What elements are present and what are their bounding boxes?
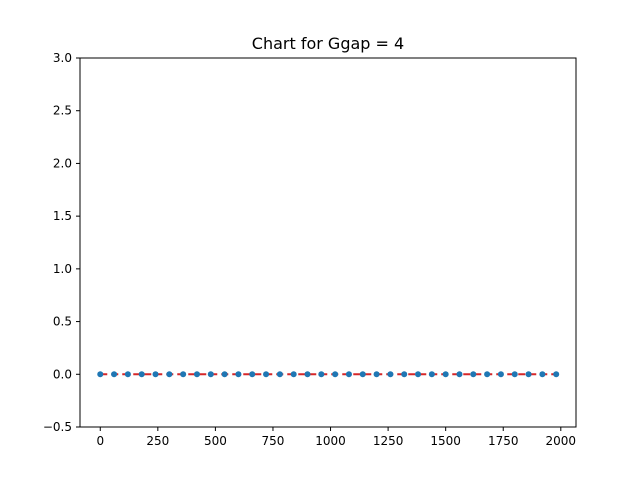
y-tick-label: 2.5 xyxy=(53,104,72,118)
chart-title: Chart for Ggap = 4 xyxy=(252,34,404,53)
data-point xyxy=(193,371,200,378)
y-tick-label: 0.0 xyxy=(53,367,72,381)
x-tick-label: 1000 xyxy=(315,434,346,448)
x-tick-label: 1250 xyxy=(373,434,404,448)
y-tick-label: 0.5 xyxy=(53,315,72,329)
data-point xyxy=(235,371,242,378)
data-point xyxy=(345,371,352,378)
data-point xyxy=(387,371,394,378)
data-point xyxy=(553,371,560,378)
data-point xyxy=(442,371,449,378)
data-point xyxy=(497,371,504,378)
data-point xyxy=(304,371,311,378)
x-tick-label: 1750 xyxy=(488,434,519,448)
data-point xyxy=(525,371,532,378)
data-point xyxy=(401,371,408,378)
x-tick-label: 750 xyxy=(262,434,285,448)
y-tick-label: 2.0 xyxy=(53,156,72,170)
x-tick-label: 1500 xyxy=(430,434,461,448)
data-point xyxy=(166,371,173,378)
data-point xyxy=(428,371,435,378)
data-point xyxy=(249,371,256,378)
series xyxy=(97,371,560,378)
axes: 0 250 500 750 1000 1250 1500 1750 2000 −0.5 0.0 0.5… xyxy=(43,51,576,448)
y-tick-label: −0.5 xyxy=(43,420,72,434)
data-point xyxy=(373,371,380,378)
data-point xyxy=(97,371,104,378)
data-point xyxy=(207,371,214,378)
x-tick-label: 250 xyxy=(146,434,169,448)
data-point xyxy=(456,371,463,378)
data-point xyxy=(276,371,283,378)
data-point xyxy=(511,371,518,378)
data-point xyxy=(470,371,477,378)
x-tick-label: 0 xyxy=(96,434,104,448)
data-point xyxy=(263,371,270,378)
data-point xyxy=(359,371,366,378)
data-point xyxy=(318,371,325,378)
data-point xyxy=(111,371,118,378)
data-point xyxy=(332,371,339,378)
y-tick-label: 1.5 xyxy=(53,209,72,223)
x-tick-label: 500 xyxy=(204,434,227,448)
y-tick-label: 3.0 xyxy=(53,51,72,65)
data-point xyxy=(415,371,422,378)
data-point xyxy=(539,371,546,378)
data-point xyxy=(124,371,131,378)
x-tick-label: 2000 xyxy=(546,434,577,448)
data-point xyxy=(221,371,228,378)
plot-frame xyxy=(79,57,577,428)
data-point xyxy=(484,371,491,378)
data-point xyxy=(152,371,159,378)
data-point xyxy=(138,371,145,378)
data-point xyxy=(180,371,187,378)
data-point xyxy=(290,371,297,378)
y-tick-label: 1.0 xyxy=(53,262,72,276)
